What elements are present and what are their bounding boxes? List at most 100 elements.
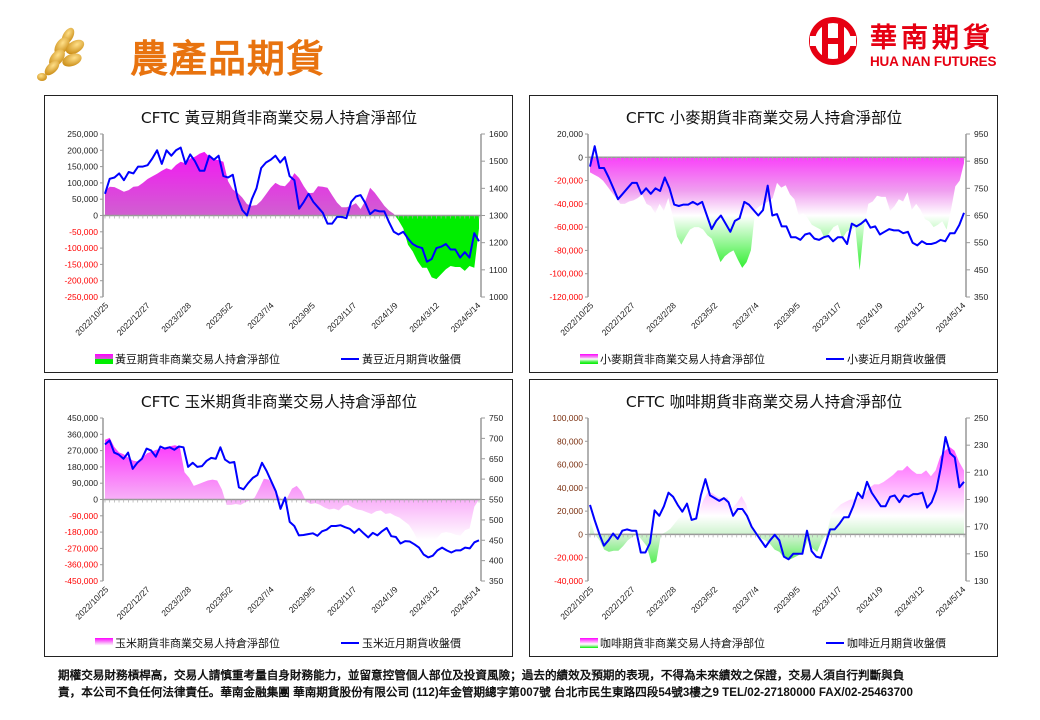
y-left-tick-label: -200,000 <box>64 276 98 286</box>
logo-english-name: HUA NAN FUTURES <box>870 54 997 69</box>
y-left-tick-label: -50,000 <box>69 227 98 237</box>
y-left-tick-label: 20,000 <box>557 129 583 139</box>
wheat-chart-panel: CFTC 小麥期貨非商業交易人持倉淨部位 20,000 0 -20,000 -40,00… <box>529 95 998 373</box>
y-right-tick-label: 450 <box>489 535 503 545</box>
y-left-tick-label: -250,000 <box>64 292 98 302</box>
x-tick-label: 2023/11/7 <box>810 584 844 618</box>
x-tick-label: 2023/5/2 <box>204 300 235 331</box>
y-right-tick-label: 190 <box>974 495 988 505</box>
disclaimer: 期權交易財務槓桿高，交易人請慎重考量自身財務能力，並留意控管個人部位及投資風險；… <box>58 667 1018 701</box>
y-right-tick-label: 400 <box>489 556 503 566</box>
y-left-tick-label: -100,000 <box>549 269 583 279</box>
position-area <box>105 437 479 547</box>
legend-price-label: 小麥近月期貨收盤價 <box>847 352 946 366</box>
y-right-tick-label: 210 <box>974 467 988 477</box>
y-left-tick-label: 450,000 <box>67 413 98 423</box>
y-left-tick-label: 0 <box>578 152 583 162</box>
x-tick-label: 2022/10/25 <box>73 300 110 337</box>
y-left-tick-label: -150,000 <box>64 259 98 269</box>
y-left-tick-label: -270,000 <box>64 543 98 553</box>
y-right-tick-label: 350 <box>974 292 988 302</box>
y-left-tick-label: 180,000 <box>67 462 98 472</box>
y-left-tick-label: 50,000 <box>72 194 98 204</box>
y-left-tick-label: -40,000 <box>554 576 583 586</box>
y-right-tick-label: 450 <box>974 265 988 275</box>
x-tick-label: 2023/9/5 <box>287 584 318 615</box>
disclaimer-line-2: 責，本公司不負任何法律責任。華南金融集團 華南期貨股份有限公司 (112)年金管… <box>58 686 913 699</box>
chart-title: CFTC 小麥期貨非商業交易人持倉淨部位 <box>626 109 902 127</box>
legend-position-label: 咖啡期貨非商業交易人持倉淨部位 <box>600 636 765 650</box>
y-left-tick-label: -180,000 <box>64 527 98 537</box>
y-right-tick-label: 150 <box>974 549 988 559</box>
legend-position-label: 小麥期貨非商業交易人持倉淨部位 <box>600 352 765 366</box>
corn-chart-panel: CFTC 玉米期貨非商業交易人持倉淨部位 450,000 360,000 270,00… <box>44 379 513 657</box>
y-left-tick-label: -90,000 <box>69 511 98 521</box>
legend-position-label: 玉米期貨非商業交易人持倉淨部位 <box>115 636 280 650</box>
x-tick-label: 2024/3/12 <box>407 300 441 334</box>
legend-price-label: 玉米近月期貨收盤價 <box>362 636 461 650</box>
y-right-tick-label: 1200 <box>489 238 508 248</box>
position-area <box>590 157 964 271</box>
x-tick-label: 2023/5/2 <box>689 300 720 331</box>
chart-title: CFTC 咖啡期貨非商業交易人持倉淨部位 <box>626 393 902 411</box>
soybean-chart: CFTC 黃豆期貨非商業交易人持倉淨部位 250,000 200,000 150,00… <box>64 109 508 366</box>
y-left-tick-label: 150,000 <box>67 162 98 172</box>
x-tick-label: 2023/7/4 <box>245 300 276 331</box>
x-tick-label: 2023/7/4 <box>245 584 276 615</box>
x-tick-label: 2023/7/4 <box>730 300 761 331</box>
y-right-tick-label: 600 <box>489 474 503 484</box>
x-tick-label: 2022/12/27 <box>115 584 152 621</box>
x-tick-label: 2024/1/9 <box>854 584 885 615</box>
legend-area-swatch <box>95 638 113 648</box>
y-left-tick-label: -120,000 <box>549 292 583 302</box>
y-left-tick-label: -100,000 <box>64 243 98 253</box>
y-left-tick-label: 0 <box>93 211 98 221</box>
x-tick-label: 2023/2/28 <box>644 300 678 334</box>
x-tick-label: 2023/5/2 <box>204 584 235 615</box>
x-tick-label: 2024/5/14 <box>934 300 968 334</box>
x-tick-label: 2023/2/28 <box>159 300 193 334</box>
x-tick-label: 2024/5/14 <box>934 584 968 618</box>
legend-position-label: 黃豆期貨非商業交易人持倉淨部位 <box>115 352 280 366</box>
y-left-tick-label: -80,000 <box>554 245 583 255</box>
y-left-tick-label: 100,000 <box>67 178 98 188</box>
x-tick-label: 2022/12/27 <box>600 584 637 621</box>
x-tick-label: 2022/12/27 <box>600 300 637 337</box>
y-left-tick-label: -20,000 <box>554 176 583 186</box>
legend-area-swatch <box>95 354 113 364</box>
legend-price-label: 咖啡近月期貨收盤價 <box>847 636 946 650</box>
y-left-tick-label: 20,000 <box>557 506 583 516</box>
y-left-tick-label: 360,000 <box>67 429 98 439</box>
y-right-tick-label: 350 <box>489 576 503 586</box>
x-tick-label: 2023/11/7 <box>325 300 359 334</box>
y-left-tick-label: 80,000 <box>557 436 583 446</box>
y-right-tick-label: 230 <box>974 440 988 450</box>
x-tick-label: 2024/1/9 <box>854 300 885 331</box>
y-right-tick-label: 1000 <box>489 292 508 302</box>
y-right-tick-label: 1300 <box>489 211 508 221</box>
x-tick-label: 2022/10/25 <box>73 584 110 621</box>
price-line <box>104 146 480 263</box>
y-right-tick-label: 750 <box>974 183 988 193</box>
coffee-chart: CFTC 咖啡期貨非商業交易人持倉淨部位 100,000 80,000 60,000 4… <box>552 393 988 650</box>
y-left-tick-label: -450,000 <box>64 576 98 586</box>
x-tick-label: 2024/1/9 <box>369 584 400 615</box>
x-tick-label: 2024/3/12 <box>892 584 926 618</box>
y-right-tick-label: 170 <box>974 522 988 532</box>
hua-nan-logo-icon <box>808 16 858 66</box>
y-left-tick-label: 90,000 <box>72 478 98 488</box>
x-tick-label: 2023/11/7 <box>325 584 359 618</box>
y-right-tick-label: 1500 <box>489 156 508 166</box>
disclaimer-line-1: 期權交易財務槓桿高，交易人請慎重考量自身財務能力，並留意控管個人部位及投資風險；… <box>58 669 905 682</box>
x-tick-label: 2022/12/27 <box>115 300 152 337</box>
logo-chinese-name: 華南期貨 <box>870 23 994 54</box>
x-tick-label: 2023/2/28 <box>644 584 678 618</box>
y-right-tick-label: 650 <box>974 211 988 221</box>
price-line <box>589 145 965 247</box>
y-left-tick-label: -40,000 <box>554 199 583 209</box>
y-left-tick-label: 60,000 <box>557 460 583 470</box>
legend-area-swatch <box>580 638 598 648</box>
y-right-tick-label: 700 <box>489 433 503 443</box>
x-tick-label: 2024/5/14 <box>449 300 483 334</box>
chart-title: CFTC 玉米期貨非商業交易人持倉淨部位 <box>141 393 417 411</box>
